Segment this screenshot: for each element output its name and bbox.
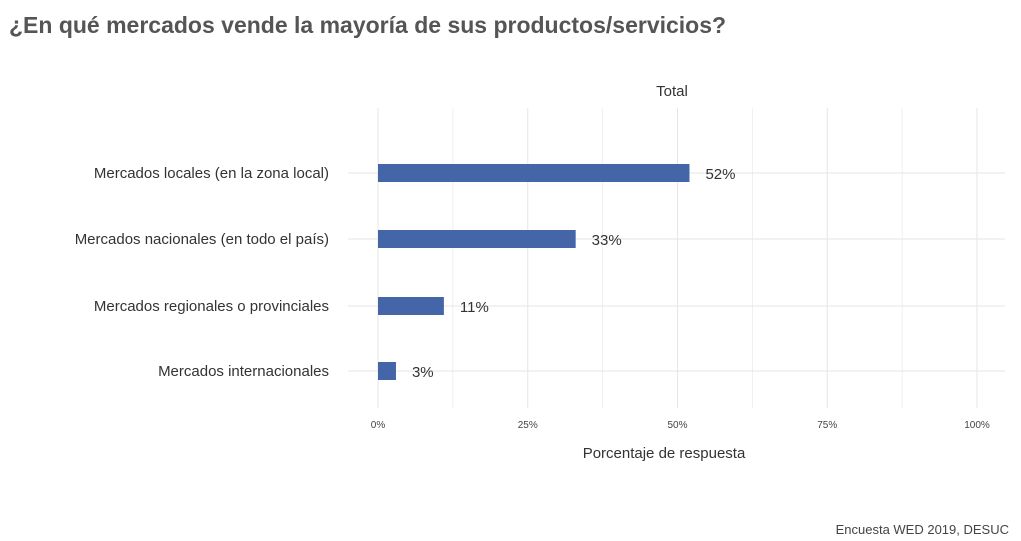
x-tick-label: 25%: [518, 420, 538, 431]
data-label: 3%: [412, 364, 434, 381]
x-tick-label: 0%: [371, 420, 386, 431]
x-tick-label: 50%: [667, 420, 687, 431]
category-labels: Mercados locales (en la zona local) Merca…: [75, 165, 329, 380]
x-tick-label: 75%: [817, 420, 837, 431]
category-label: Mercados nacionales (en todo el país): [75, 231, 329, 248]
page-title: ¿En qué mercados vende la mayoría de sus…: [9, 12, 727, 38]
category-label: Mercados regionales o provinciales: [94, 298, 329, 315]
data-label: 52%: [705, 166, 735, 183]
value-labels: 52% 33% 11% 3%: [412, 166, 736, 381]
panel-title: Total: [656, 83, 688, 100]
bar: [378, 362, 396, 380]
bars: [378, 164, 690, 380]
x-tick-labels: 0% 25% 50% 75% 100%: [371, 420, 990, 431]
data-label: 33%: [592, 232, 622, 249]
x-axis-title: Porcentaje de respuesta: [583, 445, 746, 462]
category-label: Mercados internacionales: [158, 363, 329, 380]
category-label: Mercados locales (en la zona local): [94, 165, 329, 182]
gridlines: [348, 108, 1005, 408]
bar: [378, 297, 444, 315]
source-note: Encuesta WED 2019, DESUC: [835, 522, 1009, 537]
x-tick-label: 100%: [964, 420, 990, 431]
bar: [378, 230, 576, 248]
data-label: 11%: [460, 299, 489, 316]
bar: [378, 164, 690, 182]
